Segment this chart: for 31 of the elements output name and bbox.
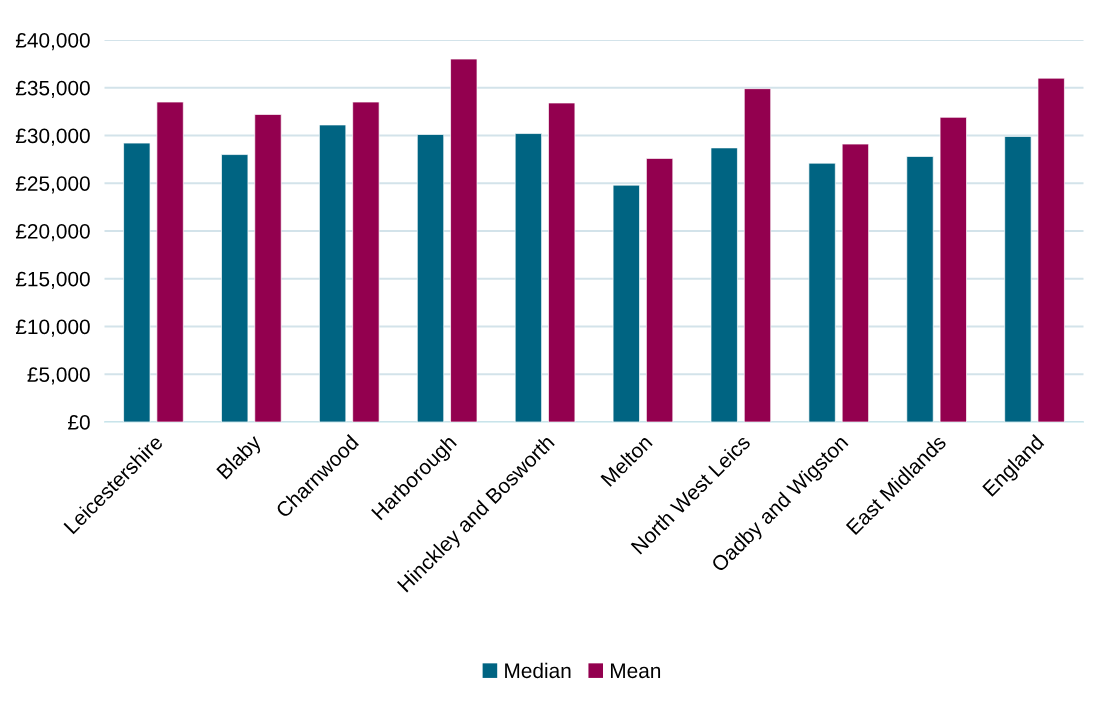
y-tick-label: £5,000 <box>27 367 90 385</box>
bar <box>646 158 674 422</box>
bar <box>841 143 869 422</box>
legend-label: Mean <box>610 663 661 679</box>
y-tick-label: £40,000 <box>15 32 90 51</box>
bar <box>123 142 151 422</box>
bar <box>156 101 184 422</box>
y-tick-label: £20,000 <box>15 223 90 242</box>
y-tick-label: £35,000 <box>15 80 90 98</box>
bar <box>808 162 836 422</box>
bar <box>450 58 478 422</box>
bar <box>548 102 576 422</box>
bar <box>906 156 934 422</box>
y-tick-label: £15,000 <box>15 271 90 289</box>
bar <box>352 101 380 422</box>
y-tick-label: £30,000 <box>15 128 90 146</box>
bar <box>612 184 640 422</box>
bar <box>221 154 249 422</box>
bar <box>1004 136 1032 422</box>
bar <box>514 133 542 422</box>
y-tick-label: £25,000 <box>15 176 90 194</box>
bar <box>254 114 282 422</box>
bar <box>416 134 445 422</box>
legend-label: Median <box>505 662 571 679</box>
bar <box>710 147 738 422</box>
bar <box>743 88 772 422</box>
bar <box>319 124 347 422</box>
y-tick-label: £0 <box>68 415 90 430</box>
bar <box>939 116 967 422</box>
y-tick-label: £10,000 <box>15 319 90 337</box>
bar <box>1037 77 1065 422</box>
